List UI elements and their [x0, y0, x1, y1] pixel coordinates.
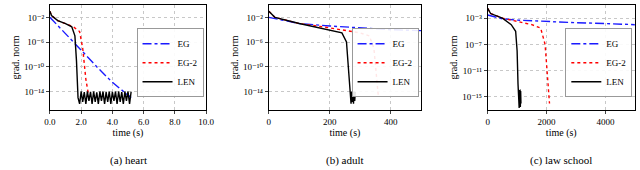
svg-text:EG-2: EG-2 [606, 58, 626, 68]
svg-text:8.0: 8.0 [169, 117, 181, 127]
svg-text:6.0: 6.0 [138, 117, 150, 127]
svg-text:LEN: LEN [606, 77, 624, 87]
svg-text:LEN: LEN [178, 77, 196, 87]
svg-text:200: 200 [323, 117, 337, 127]
svg-text:10⁻⁷: 10⁻⁷ [465, 40, 482, 50]
svg-text:10⁻¹⁵: 10⁻¹⁵ [462, 92, 482, 102]
svg-text:10⁻¹⁰: 10⁻¹⁰ [243, 62, 263, 72]
svg-text:10⁻²: 10⁻² [247, 13, 264, 23]
svg-text:10⁻¹⁰: 10⁻¹⁰ [24, 62, 44, 72]
svg-text:2000: 2000 [538, 117, 557, 127]
svg-text:4000: 4000 [596, 117, 615, 127]
svg-text:10⁻⁶: 10⁻⁶ [27, 37, 44, 47]
svg-text:LEN: LEN [393, 77, 411, 87]
svg-text:10⁻¹¹: 10⁻¹¹ [463, 66, 482, 76]
svg-text:(c) law school: (c) law school [530, 154, 592, 167]
svg-text:EG: EG [178, 39, 190, 49]
svg-text:EG-2: EG-2 [393, 58, 413, 68]
svg-text:time (s): time (s) [330, 127, 361, 139]
svg-text:10⁻⁶: 10⁻⁶ [246, 37, 263, 47]
svg-text:grad. norm: grad. norm [10, 35, 21, 79]
svg-text:4.0: 4.0 [107, 117, 119, 127]
svg-text:10⁻³: 10⁻³ [465, 13, 482, 23]
svg-text:time (s): time (s) [113, 127, 144, 139]
svg-text:10⁻²: 10⁻² [28, 13, 45, 23]
svg-text:grad. norm: grad. norm [448, 35, 459, 79]
svg-text:0: 0 [267, 117, 272, 127]
svg-text:0.0: 0.0 [44, 117, 56, 127]
svg-text:time (s): time (s) [546, 127, 577, 139]
svg-text:0: 0 [485, 117, 490, 127]
svg-text:400: 400 [384, 117, 398, 127]
svg-text:EG: EG [393, 39, 405, 49]
svg-text:10.0: 10.0 [198, 117, 214, 127]
svg-text:10⁻¹⁴: 10⁻¹⁴ [25, 87, 45, 97]
svg-text:10⁻¹⁴: 10⁻¹⁴ [243, 87, 263, 97]
svg-text:EG: EG [606, 39, 618, 49]
svg-text:(a) heart: (a) heart [110, 154, 147, 167]
svg-text:EG-2: EG-2 [178, 58, 198, 68]
svg-text:grad. norm: grad. norm [229, 35, 240, 79]
svg-text:(b) adult: (b) adult [326, 154, 364, 167]
svg-text:2.0: 2.0 [76, 117, 88, 127]
